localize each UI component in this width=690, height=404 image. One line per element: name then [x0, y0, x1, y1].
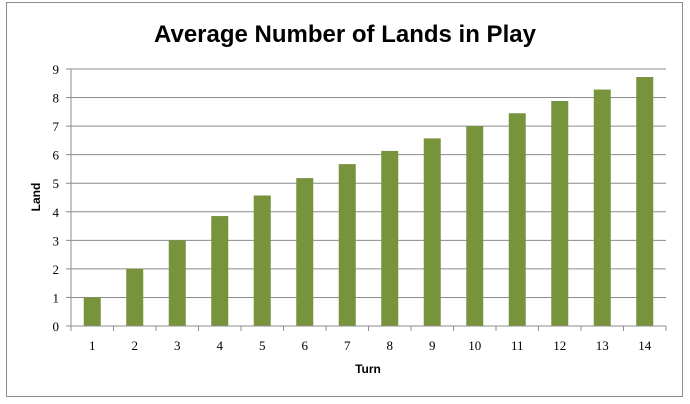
x-tick-label: 7 — [344, 338, 351, 353]
x-axis-label: Turn — [355, 362, 381, 376]
bar — [253, 195, 271, 326]
x-tick-labels: 1 2 3 4 5 6 7 8 9 10 11 12 13 14 — [89, 338, 652, 353]
bar — [296, 178, 314, 326]
x-tick-label: 2 — [132, 338, 139, 353]
x-tick-label: 5 — [259, 338, 266, 353]
x-tick-label: 4 — [217, 338, 224, 353]
chart-title: Average Number of Lands in Play — [154, 21, 537, 48]
y-tick-label: 8 — [53, 91, 60, 106]
x-tick-label: 13 — [596, 338, 609, 353]
x-tick-label: 8 — [387, 338, 394, 353]
x-tick-label: 14 — [638, 338, 652, 353]
bar — [126, 268, 144, 326]
y-tick-label: 7 — [53, 119, 60, 134]
x-tick-label: 10 — [468, 338, 481, 353]
x-tick-label: 9 — [429, 338, 436, 353]
bars — [83, 76, 654, 327]
bar — [211, 216, 229, 326]
bar — [338, 164, 356, 326]
y-tick-label: 6 — [53, 148, 60, 163]
x-tick-label: 1 — [89, 338, 96, 353]
bar — [636, 76, 654, 327]
y-tick-labels: 0 1 2 3 4 5 6 7 8 9 — [53, 62, 60, 334]
x-tick-label: 3 — [174, 338, 181, 353]
y-axis-label: Land — [29, 183, 43, 212]
bar — [423, 138, 441, 326]
y-tick-label: 1 — [53, 290, 60, 305]
y-tick-label: 3 — [53, 233, 60, 248]
bar — [83, 297, 101, 326]
y-tick-label: 2 — [53, 262, 60, 277]
axes — [70, 69, 667, 331]
bar — [381, 150, 399, 326]
x-tick-label: 11 — [511, 338, 524, 353]
y-tick-label: 5 — [53, 176, 60, 191]
y-tick-label: 9 — [53, 62, 60, 77]
bar — [593, 89, 611, 326]
bar — [168, 240, 186, 326]
gridlines — [66, 68, 666, 327]
y-tick-label: 4 — [53, 205, 60, 220]
bar — [508, 113, 526, 326]
y-tick-label: 0 — [53, 319, 60, 334]
bar — [466, 126, 484, 326]
x-tick-label: 12 — [553, 338, 566, 353]
bar — [551, 100, 569, 326]
x-tick-label: 6 — [302, 338, 309, 353]
